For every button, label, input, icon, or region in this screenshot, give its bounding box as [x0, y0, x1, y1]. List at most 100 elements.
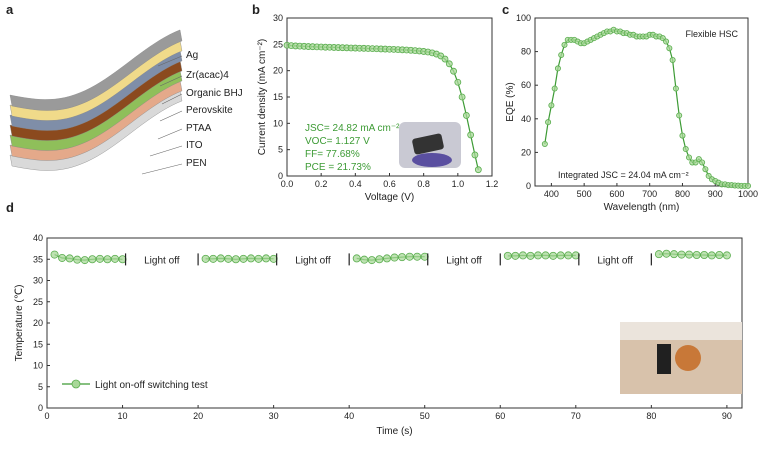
- eqe-point: [676, 112, 683, 119]
- jv-annotation: PCE = 21.73%: [305, 162, 371, 173]
- x-tick-label: 400: [544, 189, 559, 199]
- layer-band: [9, 29, 183, 111]
- panel-label-a: a: [6, 2, 14, 17]
- x-axis-label: Voltage (V): [365, 192, 414, 203]
- panel-label-b: b: [252, 2, 260, 17]
- y-tick-label: 35: [33, 254, 43, 264]
- y-tick-label: 30: [33, 276, 43, 286]
- jv-point: [450, 67, 457, 75]
- temp-point: [216, 254, 225, 263]
- temp-point: [662, 249, 671, 258]
- x-tick-label: 1000: [738, 189, 758, 199]
- layer-label: ITO: [186, 140, 203, 151]
- x-tick-label: 90: [722, 411, 732, 421]
- y-axis-label: Temperature (℃): [14, 285, 25, 362]
- eqe-point: [669, 57, 676, 64]
- eqe-point: [548, 102, 555, 109]
- temp-point: [534, 251, 543, 260]
- y-tick-label: 10: [273, 118, 283, 128]
- temp-point: [511, 251, 520, 260]
- temp-point: [110, 254, 119, 263]
- x-tick-label: 30: [269, 411, 279, 421]
- x-tick-label: 70: [571, 411, 581, 421]
- y-tick-label: 20: [521, 147, 531, 157]
- temp-point: [254, 254, 263, 263]
- temp-point: [224, 254, 233, 263]
- x-tick-label: 80: [646, 411, 656, 421]
- x-tick-label: 0.8: [417, 179, 430, 189]
- layer-leader-line: [157, 55, 183, 67]
- x-tick-label: 50: [420, 411, 430, 421]
- temp-point: [398, 253, 407, 262]
- y-tick-label: 0: [38, 403, 43, 413]
- y-tick-label: 0: [526, 181, 531, 191]
- temp-point: [722, 251, 731, 260]
- temperature-chart: 0 10 20 30 40 50 60 70 80 90 0 5 10 15 20 25 30 35 40 Time …: [14, 233, 743, 437]
- layer-label: PEN: [186, 158, 207, 169]
- jv-point: [474, 166, 482, 174]
- light-off-label: Light off: [144, 255, 180, 266]
- eqe-line: [544, 29, 748, 187]
- layer-leader-line: [141, 163, 183, 175]
- temp-point: [503, 251, 512, 260]
- x-tick-label: 600: [609, 189, 624, 199]
- y-tick-label: 0: [278, 171, 283, 181]
- jv-annotation: JSC= 24.82 mA cm⁻²: [305, 123, 400, 134]
- x-tick-label: 20: [193, 411, 203, 421]
- jv-point: [462, 112, 470, 119]
- temp-point: [352, 254, 361, 263]
- layer-label: Zr(acac)4: [186, 70, 229, 81]
- eqe-point: [682, 146, 689, 153]
- temp-point: [360, 255, 369, 264]
- x-tick-label: 60: [495, 411, 505, 421]
- temp-point: [549, 251, 558, 260]
- jv-point: [467, 131, 475, 139]
- x-tick-label: 900: [708, 189, 723, 199]
- x-tick-label: 0: [44, 411, 49, 421]
- y-tick-label: 20: [33, 318, 43, 328]
- eqe-point: [554, 65, 561, 72]
- eqe-spectrum-chart: 400 500 600 700 800 900 1000 0 20 40 60 80 100 Wavele…: [505, 13, 758, 213]
- x-tick-label: 40: [344, 411, 354, 421]
- eqe-point: [672, 85, 679, 92]
- temp-point: [715, 250, 724, 259]
- y-tick-label: 15: [273, 92, 283, 102]
- y-tick-label: 60: [521, 80, 531, 90]
- y-tick-label: 5: [278, 145, 283, 155]
- temp-point: [556, 251, 565, 260]
- x-axis-label: Wavelength (nm): [604, 202, 680, 213]
- legend-marker: [71, 379, 81, 389]
- eqe-annotation: Integrated JSC = 24.04 mA cm⁻²: [558, 170, 689, 180]
- temp-point: [707, 251, 716, 260]
- y-tick-label: 40: [521, 114, 531, 124]
- temp-point: [58, 253, 67, 262]
- y-tick-label: 30: [273, 13, 283, 23]
- legend-label: Light on-off switching test: [95, 380, 208, 391]
- temp-point: [382, 254, 391, 263]
- layer-label: Perovskite: [186, 105, 233, 116]
- jv-point: [458, 93, 466, 101]
- light-off-label: Light off: [597, 255, 633, 266]
- eqe-point: [558, 51, 565, 58]
- jv-point: [441, 55, 449, 63]
- temp-point: [375, 255, 384, 264]
- y-tick-label: 100: [516, 13, 531, 23]
- y-axis-label: Current density (mA cm⁻²): [257, 39, 268, 155]
- y-tick-label: 20: [273, 66, 283, 76]
- panel-label-d: d: [6, 200, 14, 215]
- temp-point: [103, 255, 112, 264]
- jv-point: [454, 78, 462, 86]
- layer-leader-line: [159, 110, 183, 122]
- temp-point: [541, 251, 550, 260]
- temp-point: [246, 254, 255, 263]
- layer-leader-line: [161, 93, 183, 105]
- eqe-point: [699, 159, 706, 166]
- eqe-point: [561, 41, 568, 48]
- layer-label: Ag: [186, 50, 198, 61]
- y-tick-label: 40: [33, 233, 43, 243]
- x-tick-label: 0.2: [315, 179, 328, 189]
- temp-point: [685, 250, 694, 259]
- skin-photo-top: [620, 322, 742, 340]
- skin-photo-sensor: [675, 345, 701, 371]
